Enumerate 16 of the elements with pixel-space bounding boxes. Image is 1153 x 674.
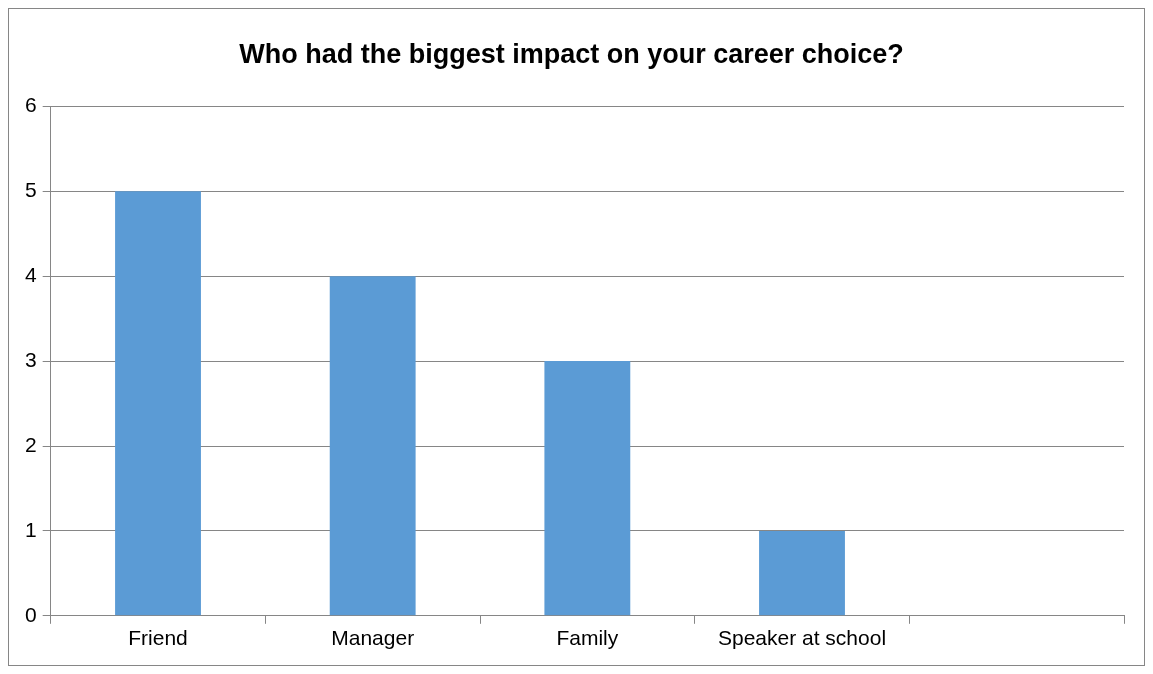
bar	[544, 361, 631, 616]
y-tick-label: 0	[24, 602, 37, 626]
y-tick-label: 5	[24, 178, 37, 202]
x-tick-label: Family	[556, 626, 619, 650]
y-tick-label: 2	[24, 432, 37, 456]
chart-title: Who had the biggest impact on your career choice?	[239, 38, 904, 69]
x-tick-label: Speaker at school	[717, 626, 887, 650]
y-tick-label: 4	[24, 263, 37, 286]
x-tick-label: Manager	[331, 626, 415, 650]
y-tick-label: 6	[24, 93, 37, 117]
y-tick-label: 3	[24, 347, 37, 371]
bar	[115, 191, 201, 616]
x-tick-label: Friend	[128, 626, 188, 650]
bar	[759, 530, 845, 616]
bar	[329, 276, 416, 616]
y-tick-label: 1	[24, 517, 37, 541]
